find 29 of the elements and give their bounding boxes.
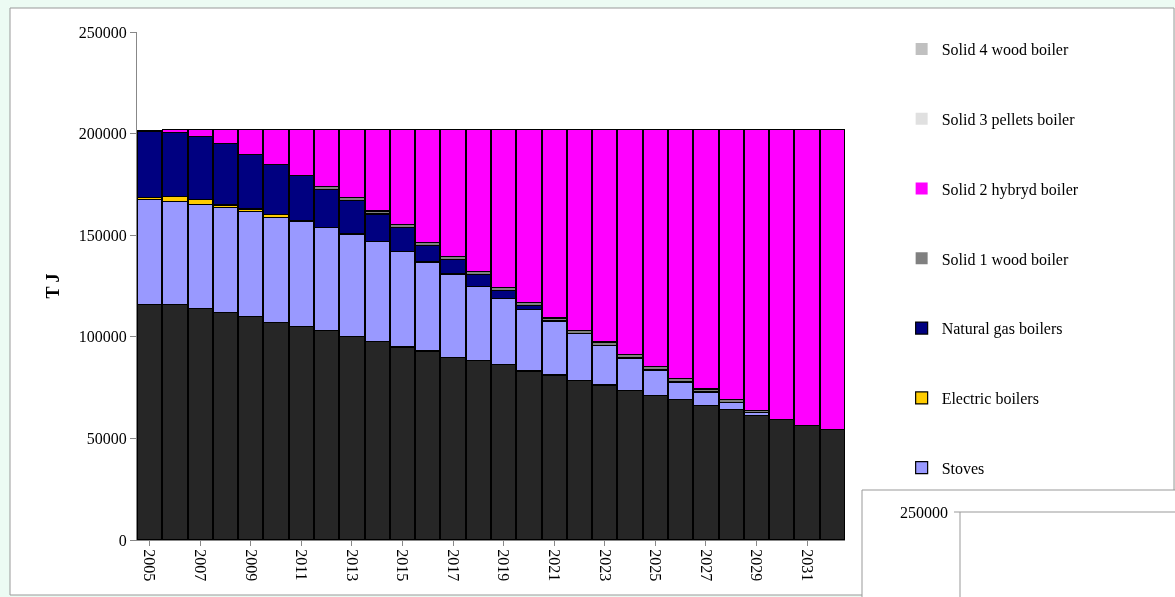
legend-label: Solid 1 wood boiler xyxy=(941,250,1069,268)
y-tick-label: 100000 xyxy=(78,328,127,346)
legend-label: Solid 3 pellets boiler xyxy=(941,110,1076,129)
x-tick-label: 2011 xyxy=(293,549,311,581)
y-tick-label: 250000 xyxy=(78,23,127,41)
legend-label: Solid 4 wood boiler xyxy=(941,41,1069,59)
text: 250000 xyxy=(900,504,948,521)
x-tick-label: 2013 xyxy=(343,549,361,582)
legend-label: Natural gas boilers xyxy=(941,320,1063,339)
x-tick-label: 2029 xyxy=(748,549,766,582)
x-tick-label: 2019 xyxy=(495,549,513,582)
x-tick-label: 2023 xyxy=(596,549,614,582)
x-tick-label: 2027 xyxy=(697,549,715,582)
legend-label: Electric boilers xyxy=(941,390,1039,408)
x-tick-label: 2005 xyxy=(141,549,159,582)
x-tick-label: 2031 xyxy=(798,549,816,582)
x-tick-label: 2015 xyxy=(394,549,412,582)
y-tick-label: 50000 xyxy=(86,430,127,447)
legend-label: Solid 2 hybryd boiler xyxy=(941,180,1079,199)
x-tick-label: 2021 xyxy=(546,549,564,582)
x-tick-label: 2017 xyxy=(444,549,462,582)
legend-label: Stoves xyxy=(941,459,985,477)
y-tick-label: 200000 xyxy=(78,125,127,143)
x-tick-label: 2009 xyxy=(242,549,260,582)
y-tick-label: 150000 xyxy=(78,226,127,244)
x-tick-label: 2025 xyxy=(647,549,665,582)
y-axis-title: T J xyxy=(43,273,63,299)
y-tick-label: 0 xyxy=(118,531,127,549)
x-tick-label: 2007 xyxy=(192,549,210,582)
